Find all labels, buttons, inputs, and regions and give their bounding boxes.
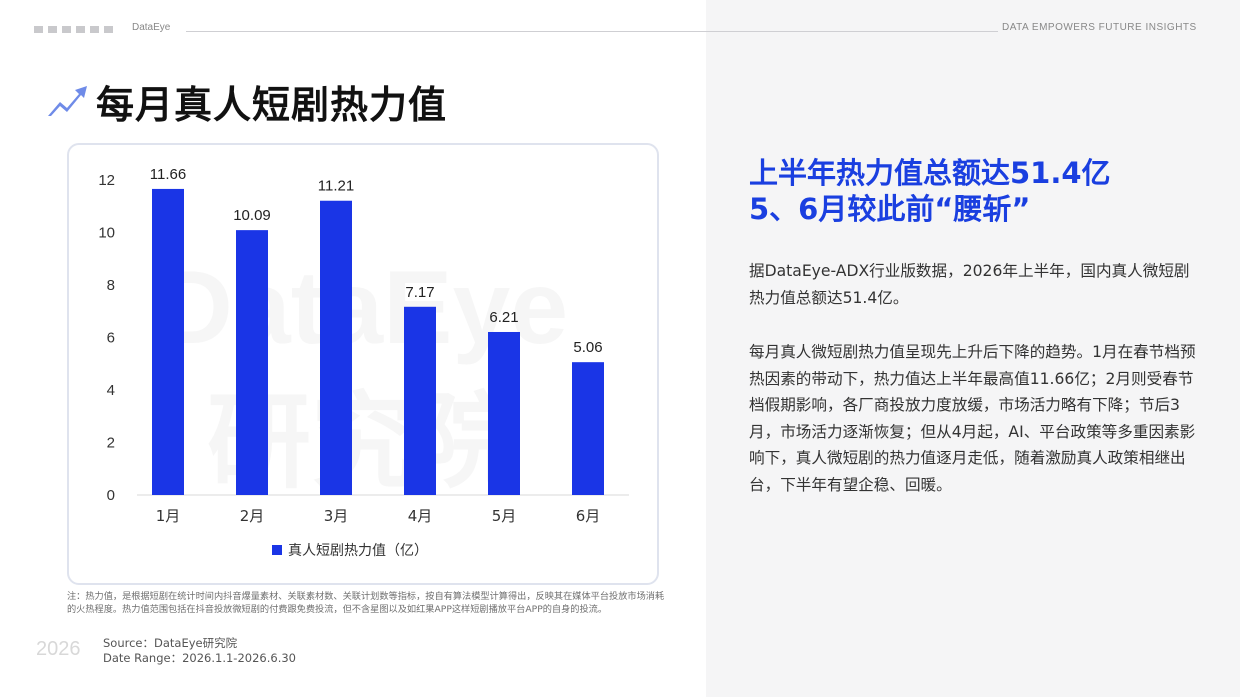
source-line: Source：DataEye研究院 [103,636,238,650]
right-panel-background [706,0,1240,697]
right-paragraph-2: 每月真人微短剧热力值呈现先上升后下降的趋势。1月在春节档预热因素的带动下，热力值… [749,343,1196,494]
x-tick-label: 3月 [324,507,349,525]
bar-data-label: 7.17 [405,284,434,301]
x-tick-label: 2月 [240,507,265,525]
x-tick-label: 6月 [576,507,601,525]
bar-data-label: 11.66 [150,166,186,183]
header-divider [186,31,998,32]
legend-label: 真人短剧热力值（亿） [288,543,428,559]
y-tick-label: 2 [107,435,115,452]
right-headline: 上半年热力值总额达51.4亿 5、6月较此前“腰斩” [749,155,1219,227]
bar-data-label: 5.06 [573,339,602,356]
bar [320,200,352,496]
y-tick-label: 4 [107,382,115,399]
y-tick-label: 12 [98,172,115,189]
x-tick-label: 1月 [156,507,181,525]
x-tick-label: 5月 [492,507,517,525]
y-tick-label: 0 [107,487,115,504]
trend-arrow-icon [48,86,87,116]
legend-swatch [272,545,282,555]
y-tick-label: 10 [98,225,115,242]
date-range-line: Date Range：2026.1.1-2026.6.30 [103,651,296,665]
bar-data-label: 11.21 [318,178,354,195]
bar-data-label: 6.21 [489,309,518,326]
bar [488,331,520,495]
bar [572,362,604,495]
footer-source: Source：DataEye研究院 Date Range：2026.1.1-20… [103,636,296,666]
bar [152,188,184,496]
y-tick-label: 6 [107,330,115,347]
footer-year: 2026 [36,638,81,660]
bar [404,306,436,495]
header-brand: DataEye [132,22,171,33]
right-paragraph-1: 据DataEye-ADX行业版数据，2026年上半年，国内真人微短剧热力值总额达… [749,262,1190,307]
header-tagline: DATA EMPOWERS FUTURE INSIGHTS [1002,22,1197,33]
headline-line1: 上半年热力值总额达51.4亿 [749,156,1111,190]
x-tick-label: 4月 [408,507,433,525]
headline-line2: 5、6月较此前“腰斩” [749,192,1031,226]
chart-note: 注：热力值，是根据短剧在统计时间内抖音爆量素材、关联素材数、关联计划数等指标，按… [67,591,665,615]
y-tick-label: 8 [107,277,115,294]
bar-data-label: 10.09 [233,207,271,224]
bar [236,230,268,495]
page-title: 每月真人短剧热力值 [96,83,448,127]
header-decoration [34,26,113,33]
